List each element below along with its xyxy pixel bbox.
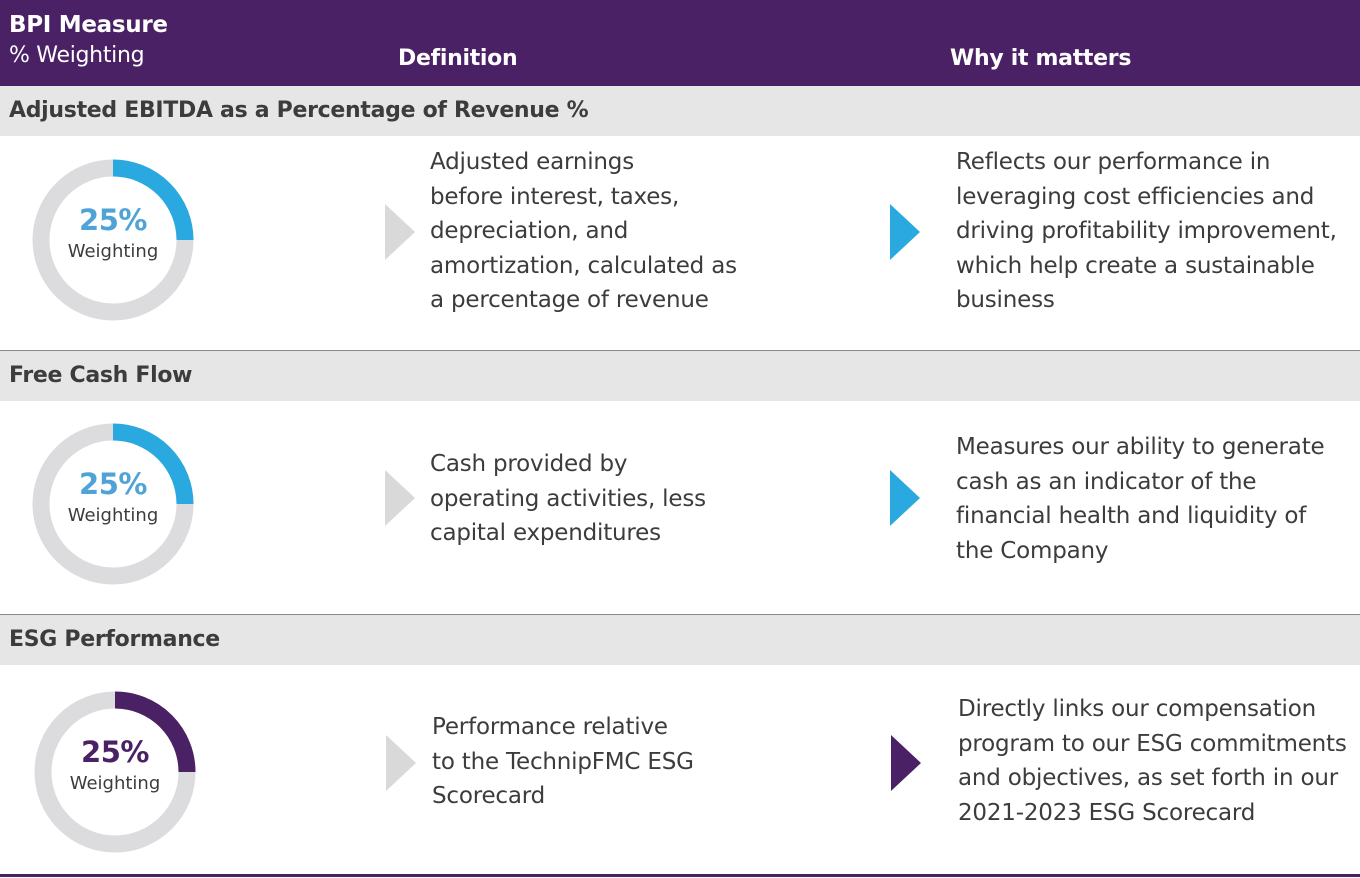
header-definition: Definition — [398, 46, 518, 71]
weighting-donut-ebitda: 25% Weighting — [30, 157, 196, 323]
definition-line: before interest, taxes, — [430, 183, 680, 210]
why-line: and objectives, as set forth in our — [958, 765, 1338, 791]
definition-esg: Performance relative to the TechnipFMC E… — [432, 710, 694, 814]
section-title-esg-performance: ESG Performance — [0, 615, 1360, 665]
weighting-label: Weighting — [67, 241, 159, 262]
why-line: the Company — [956, 537, 1109, 564]
chevron-right-icon — [891, 735, 921, 791]
definition-line: depreciation, and — [430, 218, 629, 244]
chevron-right-icon — [890, 470, 920, 526]
weighting-percent: 25% — [79, 203, 147, 237]
definition-ebitda: Adjusted earnings before interest, taxes… — [430, 145, 737, 318]
weighting-donut-esg: 25% Weighting — [32, 689, 198, 855]
why-line: driving profitability improvement, — [956, 218, 1337, 244]
donut-arc — [32, 423, 194, 585]
weighting-percent: 25% — [79, 467, 147, 501]
definition-line: Scorecard — [432, 783, 546, 809]
definition-line: Cash provided by — [430, 451, 628, 477]
chevron-right-icon — [385, 204, 415, 260]
weighting-label: Weighting — [67, 505, 159, 526]
definition-line: capital expenditures — [430, 520, 661, 546]
weighting-label: Weighting — [69, 773, 161, 794]
why-line: financial health and liquidity of — [956, 503, 1307, 529]
header-weighting: % Weighting — [9, 43, 145, 68]
why-esg: Directly links our compensation program … — [958, 692, 1347, 830]
why-line: business — [956, 287, 1055, 313]
why-line: which help create a sustainable — [956, 252, 1315, 279]
why-line: cash as an indicator of the — [956, 468, 1257, 495]
chevron-right-icon — [385, 470, 415, 526]
donut-chart — [34, 691, 196, 853]
why-ebitda: Reflects our performance in leveraging c… — [956, 145, 1337, 318]
definition-line: operating activities, less — [430, 485, 706, 512]
definition-line: Performance relative — [432, 714, 668, 740]
header-bpi-measure: BPI Measure — [9, 12, 168, 38]
donut-arc — [32, 159, 194, 321]
weighting-percent: 25% — [81, 735, 149, 769]
row-divider — [0, 350, 1360, 351]
weighting-donut-free-cash-flow: 25% Weighting — [30, 421, 196, 587]
why-line: Directly links our compensation — [958, 696, 1316, 722]
donut-chart — [32, 159, 194, 321]
definition-line: a percentage of revenue — [430, 287, 709, 313]
bottom-rule — [0, 874, 1360, 877]
definition-line: amortization, calculated as — [430, 252, 737, 279]
why-line: leveraging cost efficiencies and — [956, 183, 1315, 210]
section-title-free-cash-flow: Free Cash Flow — [0, 351, 1360, 401]
why-line: Measures our ability to generate — [956, 434, 1325, 460]
definition-line: Adjusted earnings — [430, 149, 634, 175]
row-divider — [0, 614, 1360, 615]
section-title-ebitda: Adjusted EBITDA as a Percentage of Reven… — [0, 86, 1360, 136]
chevron-right-icon — [890, 204, 920, 260]
chevron-right-icon — [386, 735, 416, 791]
donut-chart — [32, 423, 194, 585]
definition-line: to the TechnipFMC ESG — [432, 748, 694, 775]
table-header: BPI Measure % Weighting Definition Why i… — [0, 0, 1360, 86]
header-why-it-matters: Why it matters — [950, 46, 1132, 71]
donut-arc — [34, 691, 196, 853]
why-free-cash-flow: Measures our ability to generate cash as… — [956, 430, 1325, 568]
definition-free-cash-flow: Cash provided by operating activities, l… — [430, 447, 706, 551]
why-line: program to our ESG commitments — [958, 730, 1347, 757]
why-line: Reflects our performance in — [956, 149, 1271, 175]
why-line: 2021-2023 ESG Scorecard — [958, 799, 1256, 826]
